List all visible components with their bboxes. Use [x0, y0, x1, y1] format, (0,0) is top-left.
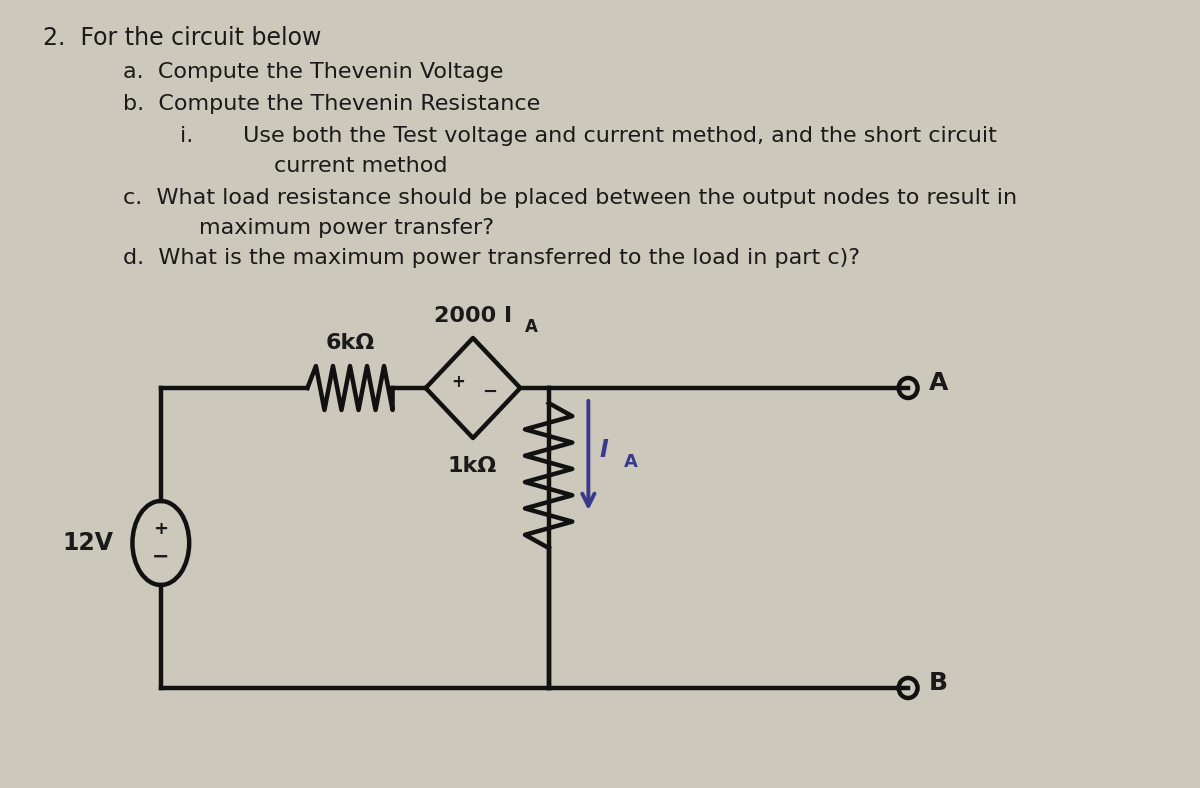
Text: b.  Compute the Thevenin Resistance: b. Compute the Thevenin Resistance	[122, 94, 540, 114]
Text: 1kΩ: 1kΩ	[448, 455, 497, 475]
Text: maximum power transfer?: maximum power transfer?	[199, 218, 493, 238]
Text: A: A	[929, 371, 948, 395]
Text: 2000 I: 2000 I	[434, 306, 512, 326]
Text: d.  What is the maximum power transferred to the load in part c)?: d. What is the maximum power transferred…	[122, 248, 860, 268]
Text: B: B	[929, 671, 948, 695]
Text: current method: current method	[275, 156, 448, 176]
Text: A: A	[624, 454, 638, 471]
Text: i.       Use both the Test voltage and current method, and the short circuit: i. Use both the Test voltage and current…	[180, 126, 997, 146]
Text: −: −	[152, 547, 169, 567]
Text: I: I	[600, 438, 608, 463]
Text: c.  What load resistance should be placed between the output nodes to result in: c. What load resistance should be placed…	[122, 188, 1018, 208]
Text: 2.  For the circuit below: 2. For the circuit below	[42, 26, 320, 50]
Text: 6kΩ: 6kΩ	[325, 333, 374, 353]
Text: a.  Compute the Thevenin Voltage: a. Compute the Thevenin Voltage	[122, 62, 503, 82]
Text: +: +	[154, 520, 168, 538]
Text: 12V: 12V	[62, 531, 114, 555]
Text: +: +	[451, 373, 464, 391]
Text: −: −	[482, 383, 498, 401]
Text: A: A	[526, 318, 538, 336]
